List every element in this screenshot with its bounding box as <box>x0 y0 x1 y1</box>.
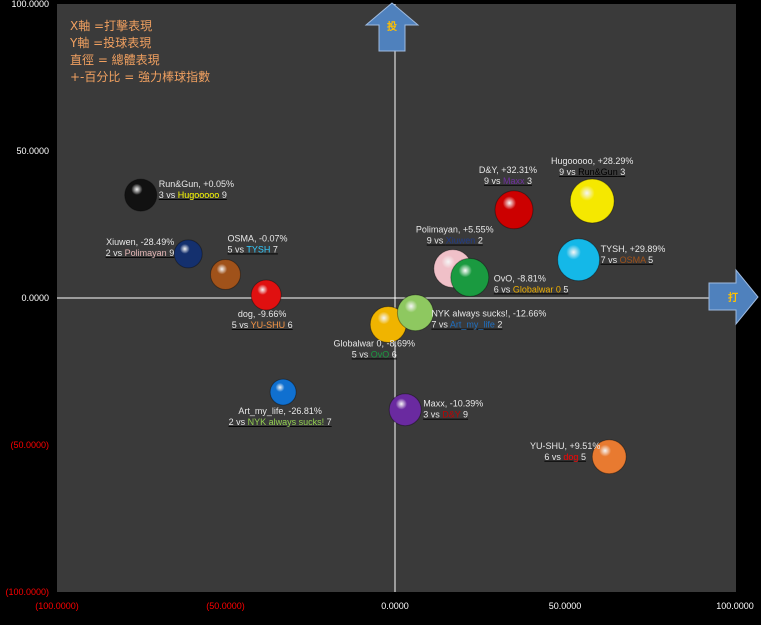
legend-y-axis: Y軸 =投球表現 <box>69 35 151 50</box>
bubble-label: Maxx, -10.39% <box>423 399 483 409</box>
bubble-match-label: 9 vs Run&Gun 3 <box>559 167 625 177</box>
x-tick-label: (100.0000) <box>35 601 79 611</box>
bubble-label: Globalwar 0, -8.69% <box>333 338 415 348</box>
bubble-match-label: 5 vs TYSH 7 <box>228 244 278 254</box>
bubble-match-label: 9 vs Xiuwen 2 <box>427 236 483 246</box>
bubble-hugooooo <box>569 178 615 224</box>
bubble-label: Hugooooo, +28.29% <box>551 156 633 166</box>
bubble-xiuwen <box>173 239 203 269</box>
x-tick-label: 100.0000 <box>716 601 754 611</box>
bubble-label: dog, -9.66% <box>238 309 287 319</box>
bubble-d-y <box>494 190 534 230</box>
bubble-match-label: 3 vs Hugooooo 9 <box>159 190 227 200</box>
y-axis-arrow-label: 投 <box>387 20 397 33</box>
bubble-match-label: 5 vs OvO 6 <box>352 349 397 359</box>
bubble-match-label: 9 vs Maxx 3 <box>484 176 532 186</box>
bubble-label: NYK always sucks!, -12.66% <box>431 309 546 319</box>
axis-arrows: 投 打 <box>364 2 759 326</box>
bubble-match-label: 3 vs D&Y 9 <box>423 410 468 420</box>
bubble-match-label: 5 vs YU-SHU 6 <box>232 320 293 330</box>
bubble-label: Art_my_life, -26.81% <box>238 406 322 416</box>
x-tick-label: 50.0000 <box>549 601 582 611</box>
bubble-labels: Run&Gun, +0.05%3 vs Hugooooo 9 Xiuwen, -2… <box>106 156 666 462</box>
bubble-ovo <box>450 257 490 297</box>
bubble-match-label: 6 vs dog 5 <box>544 452 586 462</box>
bubble-nyk-always-sucks- <box>396 294 434 332</box>
y-axis-arrow <box>364 2 420 52</box>
bubble-label: OvO, -8.81% <box>494 273 546 283</box>
bubble-match-label: 2 vs NYK always sucks! 7 <box>229 417 332 427</box>
bubble-match-label: 6 vs Globalwar 0 5 <box>494 284 569 294</box>
legend-percentage: +-百分比 = 強力棒球指數 <box>70 69 210 84</box>
y-tick-label: 50.0000 <box>16 146 49 156</box>
bubble-tysh <box>557 238 601 282</box>
bubble-label: D&Y, +32.31% <box>479 165 537 175</box>
bubble-match-label: 7 vs Art_my_life 2 <box>431 320 502 330</box>
bubble-label: Polimayan, +5.55% <box>416 225 494 235</box>
bubble-match-label: 7 vs OSMA 5 <box>601 255 654 265</box>
bubble-osma <box>210 258 241 290</box>
legend: X軸 =打擊表現 Y軸 =投球表現 直徑 = 總體表現 +-百分比 = 強力棒球… <box>69 18 210 84</box>
bubble-label: TYSH, +29.89% <box>601 244 666 254</box>
bubbles <box>124 178 627 475</box>
tick-labels: 100.0000 50.0000 0.0000 (50.0000) (100.0000)… <box>5 0 753 611</box>
bubble-label: OSMA, -0.07% <box>228 233 288 243</box>
y-tick-label: 100.0000 <box>11 0 49 9</box>
bubble-run-gun <box>124 178 158 212</box>
y-tick-label: (50.0000) <box>10 440 49 450</box>
y-tick-label: (100.0000) <box>5 587 49 597</box>
bubble-match-label: 2 vs Polimayan 9 <box>106 248 175 258</box>
x-tick-label: (50.0000) <box>206 601 245 611</box>
bubble-yu-shu <box>591 439 627 475</box>
bubble-label: YU-SHU, +9.51% <box>530 441 600 451</box>
bubble-dog <box>250 279 282 311</box>
x-axis-arrow-label: 打 <box>728 291 738 304</box>
legend-x-axis: X軸 =打擊表現 <box>70 18 152 33</box>
y-tick-label: 0.0000 <box>21 293 49 303</box>
bubble-maxx <box>388 393 422 427</box>
bubble-label: Xiuwen, -28.49% <box>106 237 174 247</box>
bubble-label: Run&Gun, +0.05% <box>159 179 234 189</box>
x-tick-label: 0.0000 <box>381 601 409 611</box>
x-axis-arrow <box>708 268 759 326</box>
legend-diameter: 直徑 = 總體表現 <box>70 52 160 67</box>
bubble-art-my-life <box>269 378 297 406</box>
